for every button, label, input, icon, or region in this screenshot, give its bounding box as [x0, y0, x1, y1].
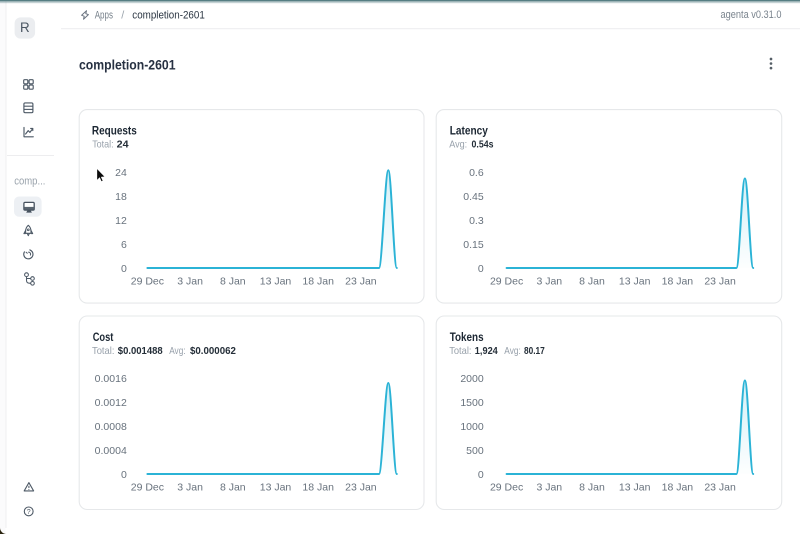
svg-text:13 Jan: 13 Jan [260, 276, 292, 288]
svg-text:18: 18 [115, 191, 127, 203]
svg-text:1500: 1500 [460, 397, 484, 409]
svg-text:Total:: Total: [92, 346, 115, 357]
svg-text:0.0016: 0.0016 [95, 373, 127, 385]
svg-text:1000: 1000 [460, 421, 484, 433]
svg-text:13 Jan: 13 Jan [619, 482, 651, 494]
svg-text:18 Jan: 18 Jan [302, 276, 334, 288]
svg-text:23 Jan: 23 Jan [704, 276, 736, 288]
svg-text:13 Jan: 13 Jan [619, 276, 651, 288]
svg-text:0: 0 [121, 469, 127, 481]
svg-text:?: ? [27, 509, 31, 516]
svg-text:18 Jan: 18 Jan [662, 276, 694, 288]
svg-text:8 Jan: 8 Jan [579, 482, 605, 494]
svg-text:Latency: Latency [450, 124, 489, 138]
svg-text:0.0004: 0.0004 [95, 445, 127, 457]
svg-text:3 Jan: 3 Jan [177, 482, 203, 494]
svg-text:8 Jan: 8 Jan [220, 276, 246, 288]
svg-text:2000: 2000 [460, 373, 484, 385]
svg-text:0: 0 [121, 263, 127, 275]
svg-text:3 Jan: 3 Jan [536, 482, 562, 494]
svg-text:29 Dec: 29 Dec [490, 482, 523, 494]
svg-text:0.6: 0.6 [469, 167, 484, 179]
svg-text:0.15: 0.15 [463, 239, 484, 251]
svg-text:6: 6 [121, 239, 127, 251]
svg-text:agenta v0.31.0: agenta v0.31.0 [721, 9, 782, 21]
svg-text:29 Dec: 29 Dec [490, 276, 523, 288]
svg-text:$0.001488: $0.001488 [118, 346, 163, 357]
svg-text:24: 24 [115, 167, 127, 179]
svg-text:Avg:: Avg: [169, 346, 185, 357]
svg-text:comp...: comp... [14, 176, 45, 188]
svg-text:0.3: 0.3 [469, 215, 484, 227]
svg-text:Avg:: Avg: [449, 140, 467, 151]
svg-text:Tokens: Tokens [450, 330, 484, 344]
svg-text:Total:: Total: [92, 140, 114, 151]
svg-text:0.54s: 0.54s [472, 140, 494, 151]
svg-text:completion-2601: completion-2601 [79, 58, 176, 74]
svg-text:29 Dec: 29 Dec [131, 482, 164, 494]
svg-text:Total:: Total: [449, 346, 471, 357]
svg-text:8 Jan: 8 Jan [220, 482, 246, 494]
svg-text:18 Jan: 18 Jan [302, 482, 334, 494]
svg-text:8 Jan: 8 Jan [579, 276, 605, 288]
svg-text:0: 0 [478, 263, 484, 275]
svg-text:3 Jan: 3 Jan [177, 276, 203, 288]
svg-text:Requests: Requests [92, 124, 137, 138]
svg-text:Apps: Apps [95, 9, 114, 21]
svg-text:12: 12 [115, 215, 127, 227]
svg-text:0.0012: 0.0012 [95, 397, 127, 409]
svg-text:24: 24 [117, 140, 129, 151]
svg-text:23 Jan: 23 Jan [345, 276, 377, 288]
svg-text:1,924: 1,924 [475, 346, 498, 357]
svg-text:R: R [20, 20, 30, 35]
svg-text:23 Jan: 23 Jan [345, 482, 377, 494]
svg-text:completion-2601: completion-2601 [132, 9, 205, 21]
svg-text:3 Jan: 3 Jan [536, 276, 562, 288]
svg-text:$0.000062: $0.000062 [190, 346, 236, 357]
svg-text:80.17: 80.17 [524, 346, 545, 357]
svg-text:0.0008: 0.0008 [95, 421, 127, 433]
svg-text:/: / [121, 9, 124, 21]
svg-text:500: 500 [466, 445, 484, 457]
svg-text:29 Dec: 29 Dec [131, 276, 164, 288]
svg-text:13 Jan: 13 Jan [260, 482, 292, 494]
svg-text:0: 0 [478, 469, 484, 481]
svg-text:Avg:: Avg: [504, 346, 521, 357]
svg-text:18 Jan: 18 Jan [662, 482, 694, 494]
svg-text:0.45: 0.45 [463, 191, 484, 203]
svg-text:23 Jan: 23 Jan [704, 482, 736, 494]
svg-text:Cost: Cost [93, 330, 114, 344]
